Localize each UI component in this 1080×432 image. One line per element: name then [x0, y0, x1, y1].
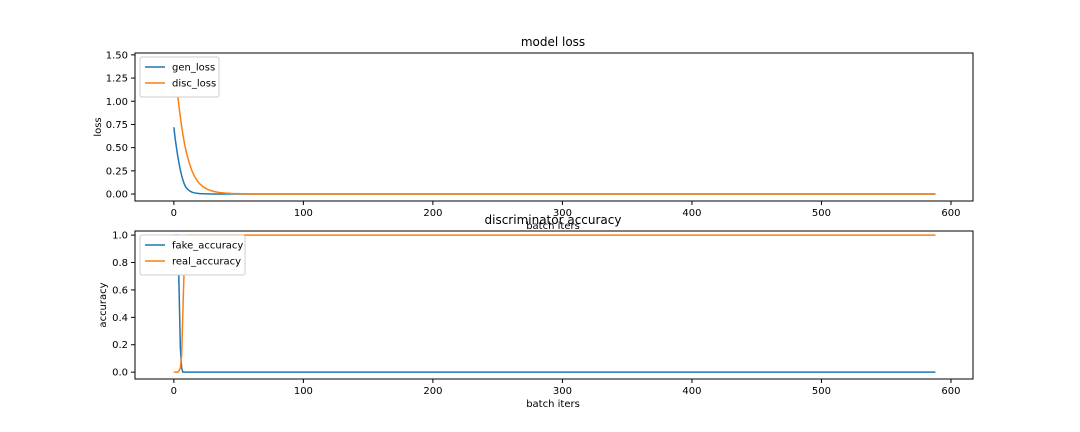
accuracy-chart-x-tick-label: 500: [812, 386, 831, 397]
accuracy-chart-y-tick-label: 0.8: [112, 258, 128, 269]
accuracy-chart-legend-box: [139, 234, 246, 276]
loss-chart-x-tick-label: 600: [941, 208, 960, 219]
loss-chart-series-disc-loss: [173, 57, 936, 195]
accuracy-chart-y-tick-label: 0.2: [112, 340, 128, 351]
accuracy-chart-x-tick-label: 200: [423, 386, 442, 397]
accuracy-chart-x-label: batch iters: [526, 399, 580, 410]
accuracy-chart: discriminator accuracy 0 100 200 300 400 500 6…: [98, 213, 974, 410]
loss-chart-plot-area: [173, 57, 936, 195]
accuracy-chart-legend-label: fake_accuracy: [172, 241, 243, 252]
loss-chart-y-label: loss: [93, 117, 104, 136]
loss-chart-y-ticks: 0.00 0.25 0.50 0.75 1.00 1.25 1.50: [106, 50, 135, 201]
accuracy-chart-legend: fake_accuracy real_accuracy: [139, 234, 246, 276]
loss-chart-y-tick-label: 0.50: [106, 143, 128, 154]
loss-chart-x-tick-label: 200: [423, 208, 442, 219]
accuracy-chart-y-tick-label: 0.0: [112, 368, 128, 379]
loss-chart-frame: [134, 52, 974, 202]
loss-chart-legend-label: gen_loss: [172, 63, 215, 74]
loss-chart: model loss 0 100 200 300 400 500 600 0.000.250…: [93, 35, 974, 232]
loss-chart-x-tick-label: 300: [553, 208, 572, 219]
loss-chart-legend-label: disc_loss: [172, 79, 216, 90]
accuracy-chart-x-tick-label: 100: [294, 386, 313, 397]
accuracy-chart-x-tick-label: 400: [682, 386, 701, 397]
accuracy-chart-legend-label: real_accuracy: [172, 257, 241, 268]
loss-chart-y-tick-label: 1.00: [106, 97, 128, 108]
loss-chart-x-tick-label: 0: [171, 208, 177, 219]
accuracy-chart-y-tick-label: 1.0: [112, 231, 128, 242]
loss-chart-title: model loss: [521, 35, 585, 49]
accuracy-chart-series-real-accuracy: [173, 234, 936, 373]
loss-chart-y-tick-label: 1.25: [106, 74, 128, 85]
loss-chart-x-ticks: 0 100 200 300 400 500 600: [171, 201, 961, 219]
accuracy-chart-y-label: accuracy: [98, 282, 109, 327]
loss-chart-legend: gen_loss disc_loss: [139, 56, 220, 98]
loss-chart-x-label: batch iters: [526, 221, 580, 232]
accuracy-chart-series-fake-accuracy: [173, 234, 936, 373]
accuracy-chart-x-tick-label: 600: [941, 386, 960, 397]
loss-chart-y-tick-label: 0.25: [106, 166, 128, 177]
accuracy-chart-y-tick-label: 0.6: [112, 285, 128, 296]
loss-chart-y-tick-label: 0.00: [106, 190, 128, 201]
loss-chart-series-gen-loss: [173, 127, 936, 195]
accuracy-chart-frame: [134, 230, 974, 380]
accuracy-chart-x-tick-label: 300: [553, 386, 572, 397]
loss-chart-y-tick-label: 1.50: [106, 50, 128, 61]
loss-chart-x-tick-label: 400: [682, 208, 701, 219]
accuracy-chart-x-ticks: 0 100 200 300 400 500 600: [171, 379, 961, 397]
loss-chart-x-tick-label: 500: [812, 208, 831, 219]
accuracy-chart-y-tick-label: 0.4: [112, 313, 128, 324]
accuracy-chart-plot-area: [173, 234, 936, 373]
accuracy-chart-y-ticks: 0.0 0.2 0.4 0.6 0.8 1.0: [112, 231, 135, 379]
loss-chart-x-tick-label: 100: [294, 208, 313, 219]
accuracy-chart-x-tick-label: 0: [171, 386, 177, 397]
accuracy-chart-title: discriminator accuracy: [485, 213, 622, 227]
loss-chart-y-tick-label: 0.75: [106, 120, 128, 131]
